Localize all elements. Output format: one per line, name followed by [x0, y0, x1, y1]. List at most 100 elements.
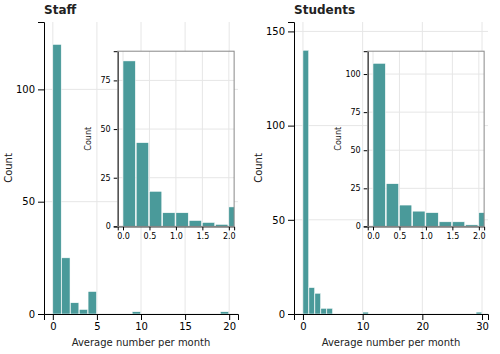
y-axis: 0255075	[101, 52, 119, 232]
y-tick: 75	[101, 76, 118, 85]
title: Staff	[44, 3, 76, 17]
y-tick-mark	[364, 150, 368, 151]
y-tick-mark	[364, 188, 368, 189]
bar	[79, 310, 87, 314]
y-tick: 50	[22, 196, 44, 207]
bar	[53, 44, 61, 314]
x-grid-line	[96, 22, 97, 314]
x-grid-line	[202, 51, 203, 226]
bar	[303, 50, 309, 314]
panel: 0102030050100150StudentsAverage number p…	[253, 3, 491, 348]
bar	[229, 207, 234, 226]
x-tick-label: 1.5	[197, 232, 210, 241]
x-tick-mark	[176, 226, 177, 230]
x-tick-label: 1.0	[420, 232, 433, 241]
bar	[399, 205, 411, 226]
x-tick-mark	[141, 314, 142, 320]
y-tick: 50	[351, 146, 368, 155]
inset-frame	[118, 51, 234, 226]
x-axis-line	[45, 315, 239, 321]
y-tick-label: 0	[356, 222, 361, 231]
y-tick-label: 100	[345, 70, 360, 79]
y-tick-label: 75	[101, 76, 111, 85]
x-tick-mark	[97, 314, 98, 320]
y-tick: 75	[351, 108, 368, 117]
x-tick: 0	[300, 314, 306, 332]
bar	[439, 222, 451, 227]
x-tick: 0.5	[394, 226, 407, 241]
x-tick-mark	[53, 314, 54, 320]
x-tick-mark	[229, 226, 230, 230]
x-axis-line	[295, 315, 489, 321]
bar	[426, 213, 438, 227]
y-tick-mark	[38, 314, 44, 315]
x-tick-mark	[123, 226, 124, 230]
y-tick-label: 0	[106, 222, 111, 231]
bar	[363, 312, 369, 314]
bar	[202, 223, 214, 227]
bar	[327, 308, 333, 314]
bar	[141, 314, 216, 315]
bar	[333, 314, 361, 315]
x-grid-line	[452, 51, 453, 226]
x-axis-line	[118, 227, 234, 231]
x-grid-line	[175, 51, 176, 226]
y-tick-mark	[364, 74, 368, 75]
y-tick-label: 50	[351, 146, 361, 155]
x-tick-label: 0.5	[144, 232, 157, 241]
x-tick: 1.0	[420, 226, 433, 241]
x-tick-mark	[373, 226, 374, 230]
x-tick-label: 0.5	[394, 232, 407, 241]
y-tick-mark	[288, 220, 294, 221]
y-axis: 0 50 100	[16, 23, 45, 320]
inset: 0.00.51.01.52.00255075Count	[84, 51, 241, 241]
x-tick: 1.0	[170, 226, 183, 241]
y-tick-label: 25	[351, 184, 361, 193]
x-tick-label: 10	[357, 321, 370, 332]
x-tick-label: 0.0	[117, 232, 130, 241]
bar	[123, 61, 135, 226]
y-tick-mark	[364, 112, 368, 113]
bar	[176, 213, 188, 227]
y-axis-title: Count	[84, 127, 93, 151]
bar	[97, 314, 131, 315]
x-tick: 20	[416, 314, 429, 332]
x-tick-mark	[399, 226, 400, 230]
x-tick-label: 15	[179, 321, 192, 332]
bars	[123, 61, 234, 226]
x-tick: 1.5	[447, 226, 460, 241]
bar	[149, 191, 161, 226]
y-tick-mark	[38, 89, 44, 90]
x-tick-mark	[426, 226, 427, 230]
grid	[368, 51, 484, 226]
y-axis-title: Count	[3, 153, 14, 183]
bar	[132, 312, 140, 314]
x-tick-label: 2.0	[223, 232, 236, 241]
x-tick: 0	[50, 314, 56, 332]
x-tick-label: 0	[50, 321, 56, 332]
bar	[386, 184, 398, 227]
x-tick-mark	[185, 314, 186, 320]
y-tick: 150	[266, 26, 294, 37]
y-grid-line	[294, 31, 488, 32]
x-tick-mark	[422, 314, 423, 320]
bar	[413, 211, 425, 226]
x-tick-label: 2.0	[473, 232, 486, 241]
x-tick: 10	[357, 314, 370, 332]
x-tick: 30	[476, 314, 489, 332]
inset: 0.00.51.01.52.00255075100Count	[334, 51, 491, 241]
x-tick-label: 1.0	[170, 232, 183, 241]
y-axis-line	[288, 23, 295, 315]
y-tick-label: 100	[266, 120, 285, 131]
y-tick: 50	[272, 215, 294, 226]
y-axis: 0 50 100 150	[266, 23, 295, 320]
y-tick: 0	[29, 309, 44, 320]
y-tick-label: 100	[16, 84, 35, 95]
bar	[452, 222, 464, 227]
x-tick-mark	[229, 314, 230, 320]
x-grid-line	[399, 51, 400, 226]
y-axis-line	[38, 23, 45, 315]
bar	[309, 288, 315, 314]
y-tick: 0	[279, 309, 294, 320]
y-tick-label: 25	[101, 174, 111, 183]
